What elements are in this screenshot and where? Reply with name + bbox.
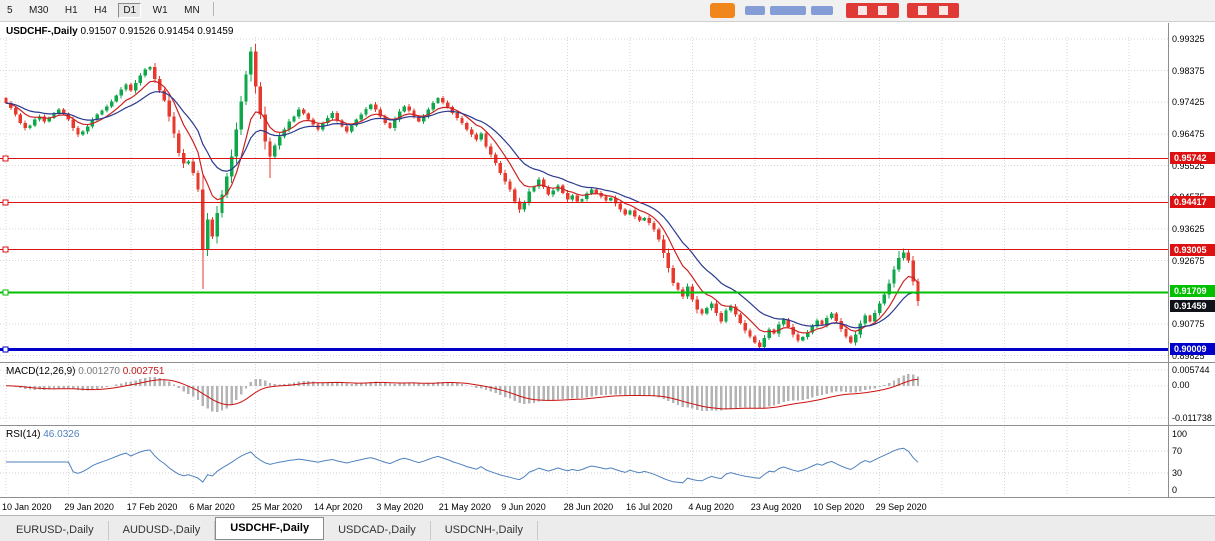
- rsi-value: 46.0326: [43, 429, 80, 440]
- timeframe-button-w1[interactable]: W1: [152, 5, 168, 16]
- timeframe-button-m30[interactable]: M30: [29, 5, 49, 16]
- price-axis-label: 0.97425: [1172, 97, 1205, 108]
- chart-area: USDCHF-,Daily 0.91507 0.91526 0.91454 0.…: [0, 23, 1215, 515]
- chart-title: USDCHF-,Daily 0.91507 0.91526 0.91454 0.…: [6, 26, 233, 37]
- date-axis-label: 6 Mar 2020: [189, 502, 235, 512]
- price-axis-label: 0.93625: [1172, 223, 1205, 234]
- macd-axis-label: 0.005744: [1172, 365, 1210, 375]
- brand-logo: [710, 2, 959, 19]
- rsi-title: RSI(14): [6, 429, 41, 440]
- date-axis-label: 28 Jun 2020: [563, 502, 614, 512]
- macd-axis-label: 0.00: [1172, 380, 1190, 390]
- date-axis-label: 3 May 2020: [376, 502, 424, 512]
- brand-badge: [907, 3, 959, 18]
- ohlc-values: 0.91507 0.91526 0.91454 0.91459: [80, 26, 234, 37]
- rsi-axis-label: 0: [1172, 485, 1178, 495]
- tab-audusd-daily[interactable]: AUDUSD-,Daily: [109, 521, 216, 540]
- brand-title-text: [811, 6, 833, 15]
- date-axis-label: 14 Apr 2020: [314, 502, 363, 512]
- price-axis-label: 0.98375: [1172, 65, 1205, 76]
- rsi-axis-label: 100: [1172, 429, 1188, 439]
- date-axis-label: 25 Mar 2020: [251, 502, 303, 512]
- timeframe-button-mn[interactable]: MN: [184, 5, 200, 16]
- timeframe-button-h4[interactable]: H4: [94, 5, 107, 16]
- price-axis-label: 0.89825: [1172, 350, 1205, 361]
- current-price-badge: 0.91459: [1170, 300, 1215, 313]
- symbol-label: USDCHF-,Daily: [6, 26, 78, 37]
- macd-header: MACD(12,26,9) 0.001270 0.002751: [6, 366, 164, 377]
- price-axis-label: 0.90775: [1172, 318, 1205, 329]
- price-axis-label: 0.96475: [1172, 128, 1205, 139]
- price-axis-label: 0.99325: [1172, 33, 1205, 44]
- date-axis-label: 29 Sep 2020: [875, 502, 927, 512]
- price-line-badge: 0.95742: [1170, 152, 1215, 165]
- timeframe-button-d1[interactable]: D1: [118, 3, 142, 18]
- macd-signal-value: 0.002751: [122, 366, 165, 377]
- date-axis-label: 16 Jul 2020: [626, 502, 673, 512]
- panel-divider[interactable]: [0, 423, 1215, 428]
- panel-divider[interactable]: [0, 360, 1215, 365]
- date-axis-label: 4 Aug 2020: [688, 502, 734, 512]
- tab-eurusd-daily[interactable]: EURUSD-,Daily: [2, 521, 109, 540]
- chart-tab-bar: EURUSD-,Daily AUDUSD-,Daily USDCHF-,Dail…: [0, 515, 1215, 541]
- macd-title: MACD(12,26,9): [6, 366, 76, 377]
- date-axis-label: 10 Jan 2020: [2, 502, 52, 512]
- timeframe-toolbar: 5 M30 H1 H4 D1 W1 MN: [0, 0, 1215, 22]
- tab-usdcad-daily[interactable]: USDCAD-,Daily: [324, 521, 431, 540]
- date-axis-label: 17 Feb 2020: [126, 502, 178, 512]
- brand-title-text: [770, 6, 806, 15]
- timeframe-button-m5[interactable]: 5: [7, 5, 13, 16]
- price-line-badge: 0.94417: [1170, 196, 1215, 209]
- tab-usdchf-daily[interactable]: USDCHF-,Daily: [215, 517, 325, 540]
- brand-badge: [846, 3, 899, 18]
- price-line-badge: 0.91709: [1170, 284, 1215, 297]
- macd-main-value: 0.001270: [78, 366, 120, 377]
- timeframe-button-h1[interactable]: H1: [64, 5, 78, 16]
- date-axis-label: 10 Sep 2020: [813, 502, 865, 512]
- rsi-header: RSI(14) 46.0326: [6, 429, 79, 440]
- brand-title-text: [745, 6, 765, 15]
- price-axis-label: 0.95525: [1172, 160, 1205, 171]
- rsi-axis-label: 30: [1172, 468, 1183, 478]
- tab-usdcnh-daily[interactable]: USDCNH-,Daily: [431, 521, 538, 540]
- toolbar-separator: [213, 1, 215, 16]
- date-axis-label: 21 May 2020: [438, 502, 491, 512]
- price-line-badge: 0.90009: [1170, 343, 1215, 356]
- date-axis-label: 29 Jan 2020: [64, 502, 114, 512]
- chart-canvas[interactable]: [0, 23, 1215, 515]
- price-line-badge: 0.93005: [1170, 243, 1215, 256]
- date-axis-label: 23 Aug 2020: [750, 502, 802, 512]
- date-axis-label: 9 Jun 2020: [501, 502, 546, 512]
- brand-logo-icon: [710, 3, 735, 18]
- macd-axis-label: -0.011738: [1172, 413, 1212, 423]
- rsi-axis-label: 70: [1172, 446, 1183, 456]
- price-axis-label: 0.92675: [1172, 255, 1205, 266]
